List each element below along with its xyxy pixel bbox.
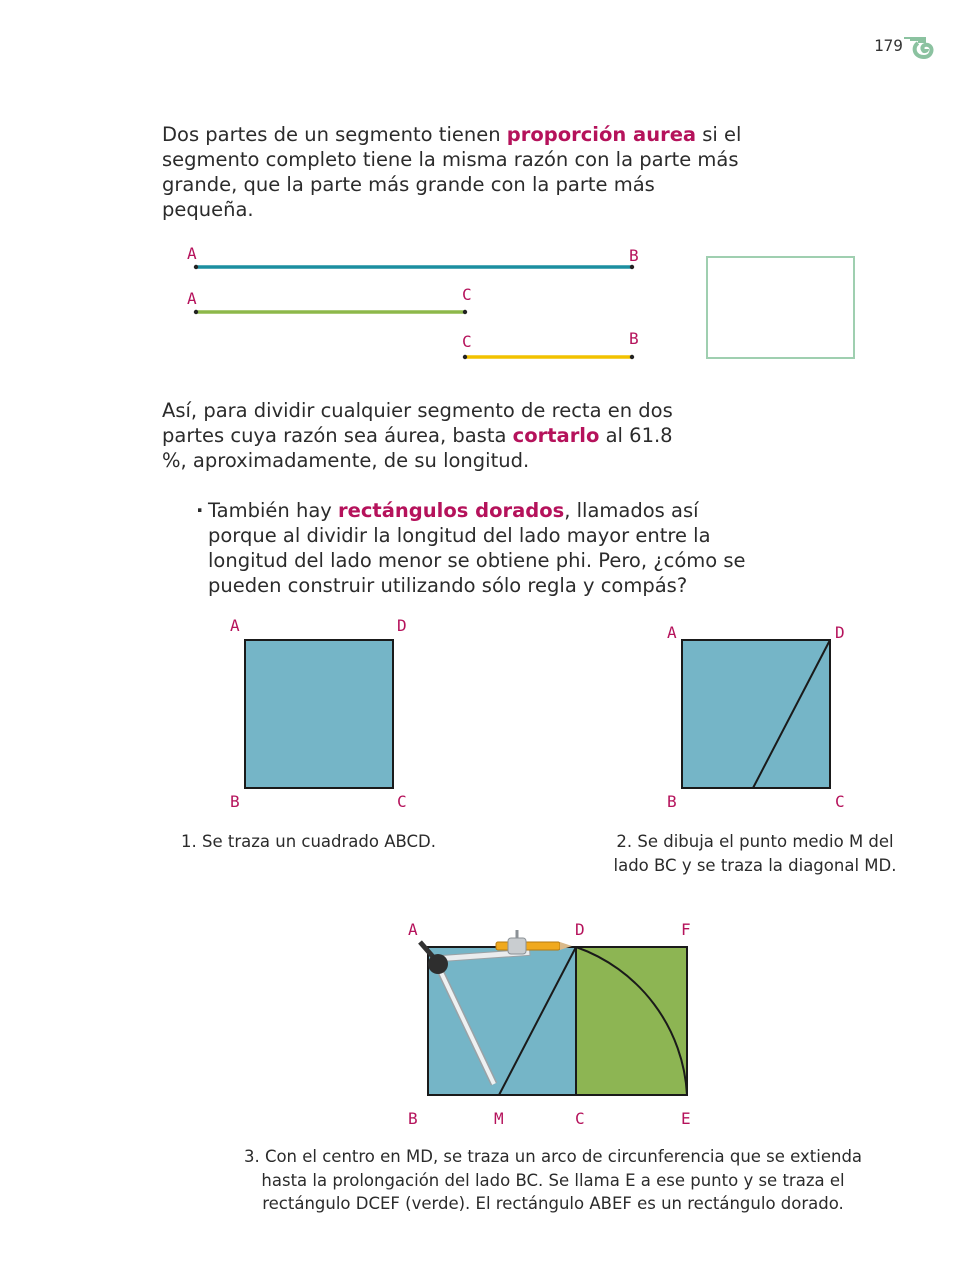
figure3-caption-line: rectángulo DCEF (verde). El rectángulo A… [262,1194,844,1213]
header-ornament-icon [904,37,934,60]
label-d: D [575,920,585,939]
label-b: B [667,792,677,811]
figure1-caption: 1. Se traza un cuadrado ABCD. [181,832,437,851]
figure3-caption: 3. Con el centro en MD, se traza un arco… [205,1145,901,1216]
bullet-text-end: , llamados así porque al dividir la long… [208,499,746,597]
figure3-caption-line: 3. Con el centro en MD, se traza un arco… [243,1147,863,1166]
intro-paragraph: Dos partes de un segmento tienen proporc… [162,122,752,222]
bullet-text: También hay [208,499,339,522]
label-c: C [835,792,845,811]
label-a: A [408,920,418,939]
figure2-caption-line: 2. Se dibuja el punto medio M del [616,832,894,851]
term-cortarlo: cortarlo [512,424,600,447]
figure1-square [244,639,394,789]
label-a: A [230,616,240,635]
figure2-caption: 2. Se dibuja el punto medio M del lado B… [600,830,910,877]
compass-icon [418,930,572,1086]
paragraph2-text-end: al 61.8 %, aproximadamente, de su longit… [162,424,673,472]
label-b: B [629,329,639,348]
bullet-marker: · [196,499,204,522]
label-b: B [408,1109,418,1128]
label-d: D [397,616,407,635]
label-c: C [575,1109,585,1128]
label-c: C [462,285,472,304]
label-c: C [397,792,407,811]
figure3-golden-rectangle [418,930,688,1096]
intro-text-end: si el segmento completo tiene la misma r… [162,123,742,221]
intro-text: Dos partes de un segmento tienen [162,123,507,146]
term-proporcion-aurea: proporción aurea [506,123,697,146]
page-number: 179 [874,36,903,55]
segments-diagram [193,256,855,360]
paragraph2-text: Así, para dividir cualquier segmento de … [162,399,673,447]
figure2-square-with-diagonal [681,639,831,789]
label-a: A [667,623,677,642]
paragraph-cortarlo: Así, para dividir cualquier segmento de … [162,398,702,473]
label-e: E [681,1109,691,1128]
figure2-caption-line: lado BC y se traza la diagonal MD. [613,855,897,875]
label-m: M [494,1109,504,1128]
bullet-paragraph: También hay rectángulos dorados, llamado… [208,498,748,598]
empty-answer-box [706,256,855,359]
figure3-caption-line: hasta la prolongación del lado BC. Se ll… [261,1170,845,1190]
label-b: B [230,792,240,811]
label-f: F [681,920,691,939]
term-rectangulos-dorados: rectángulos dorados [338,499,565,522]
label-c: C [462,332,472,351]
label-a: A [187,289,197,308]
label-b: B [629,246,639,265]
label-a: A [187,244,197,263]
label-d: D [835,623,845,642]
